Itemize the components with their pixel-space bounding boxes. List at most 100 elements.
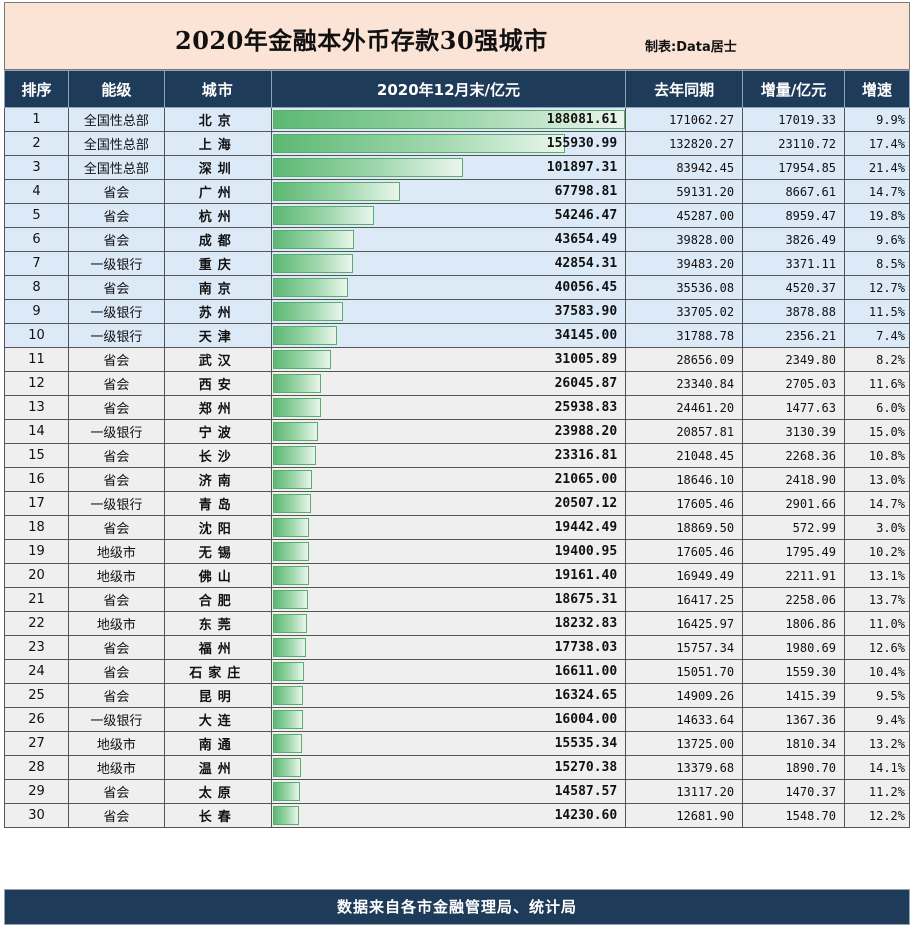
table-row: 11 省会 武汉 31005.89 28656.09 2349.80 8.2% bbox=[4, 347, 910, 372]
deposit-bar bbox=[272, 230, 355, 249]
deposit-value: 18232.83 bbox=[554, 616, 618, 631]
growth-rate-cell: 13.7% bbox=[844, 587, 910, 612]
table-row: 21 省会 合肥 18675.31 16417.25 2258.06 13.7% bbox=[4, 587, 910, 612]
increase-cell: 2901.66 bbox=[742, 491, 846, 516]
increase-cell: 1806.86 bbox=[742, 611, 846, 636]
rank-cell: 4 bbox=[4, 179, 69, 204]
city-cell: 长沙 bbox=[163, 443, 272, 468]
rank-cell: 27 bbox=[4, 731, 69, 756]
deposit-value: 31005.89 bbox=[554, 352, 618, 367]
prev-year-cell: 14909.26 bbox=[625, 683, 744, 708]
prev-year-cell: 24461.20 bbox=[625, 395, 744, 420]
header-row: 排序 能级 城市 2020年12月末/亿元 去年同期 增量/亿元 增速 bbox=[4, 70, 910, 108]
deposit-cell: 42854.31 bbox=[270, 251, 627, 276]
level-cell: 省会 bbox=[67, 683, 165, 708]
deposit-value: 23316.81 bbox=[554, 448, 618, 463]
table-row: 6 省会 成都 43654.49 39828.00 3826.49 9.6% bbox=[4, 227, 910, 252]
level-cell: 省会 bbox=[67, 347, 165, 372]
growth-rate-cell: 14.7% bbox=[844, 491, 910, 516]
deposit-cell: 16004.00 bbox=[270, 707, 627, 732]
prev-year-cell: 21048.45 bbox=[625, 443, 744, 468]
deposit-value: 18675.31 bbox=[554, 592, 618, 607]
rank-cell: 26 bbox=[4, 707, 69, 732]
level-cell: 省会 bbox=[67, 275, 165, 300]
deposit-value: 20507.12 bbox=[554, 496, 618, 511]
city-cell: 沈阳 bbox=[163, 515, 272, 540]
level-cell: 省会 bbox=[67, 587, 165, 612]
deposit-value: 26045.87 bbox=[554, 376, 618, 391]
city-cell: 昆明 bbox=[163, 683, 272, 708]
level-cell: 省会 bbox=[67, 443, 165, 468]
chart-container: 2020年金融本外币存款30强城市 制表:Data居士 排序 能级 城市 202… bbox=[4, 2, 910, 925]
increase-cell: 23110.72 bbox=[742, 131, 846, 156]
increase-cell: 3826.49 bbox=[742, 227, 846, 252]
city-cell: 南通 bbox=[163, 731, 272, 756]
prev-year-cell: 15757.34 bbox=[625, 635, 744, 660]
prev-year-cell: 14633.64 bbox=[625, 707, 744, 732]
deposit-bar bbox=[272, 518, 310, 537]
deposit-cell: 101897.31 bbox=[270, 155, 627, 180]
growth-rate-cell: 13.0% bbox=[844, 467, 910, 492]
deposit-bar bbox=[272, 638, 306, 657]
deposit-bar bbox=[272, 542, 310, 561]
table-row: 17 一级银行 青岛 20507.12 17605.46 2901.66 14.7% bbox=[4, 491, 910, 516]
prev-year-cell: 171062.27 bbox=[625, 107, 744, 132]
header-deposit: 2020年12月末/亿元 bbox=[270, 70, 627, 108]
rank-cell: 24 bbox=[4, 659, 69, 684]
deposit-bar bbox=[272, 326, 337, 345]
table-row: 7 一级银行 重庆 42854.31 39483.20 3371.11 8.5% bbox=[4, 251, 910, 276]
increase-cell: 3878.88 bbox=[742, 299, 846, 324]
increase-cell: 2356.21 bbox=[742, 323, 846, 348]
rank-cell: 16 bbox=[4, 467, 69, 492]
level-cell: 一级银行 bbox=[67, 299, 165, 324]
deposit-cell: 37583.90 bbox=[270, 299, 627, 324]
growth-rate-cell: 7.4% bbox=[844, 323, 910, 348]
prev-year-cell: 39483.20 bbox=[625, 251, 744, 276]
increase-cell: 2418.90 bbox=[742, 467, 846, 492]
deposit-cell: 25938.83 bbox=[270, 395, 627, 420]
table-row: 18 省会 沈阳 19442.49 18869.50 572.99 3.0% bbox=[4, 515, 910, 540]
deposit-cell: 188081.61 bbox=[270, 107, 627, 132]
deposit-bar bbox=[272, 806, 300, 825]
table-row: 30 省会 长春 14230.60 12681.90 1548.70 12.2% bbox=[4, 803, 910, 828]
level-cell: 全国性总部 bbox=[67, 107, 165, 132]
deposit-cell: 15535.34 bbox=[270, 731, 627, 756]
deposit-cell: 23316.81 bbox=[270, 443, 627, 468]
deposit-value: 19442.49 bbox=[554, 520, 618, 535]
growth-rate-cell: 11.6% bbox=[844, 371, 910, 396]
deposit-value: 40056.45 bbox=[554, 280, 618, 295]
level-cell: 省会 bbox=[67, 779, 165, 804]
rank-cell: 13 bbox=[4, 395, 69, 420]
growth-rate-cell: 19.8% bbox=[844, 203, 910, 228]
city-cell: 深圳 bbox=[163, 155, 272, 180]
deposit-value: 16324.65 bbox=[554, 688, 618, 703]
deposit-value: 42854.31 bbox=[554, 256, 618, 271]
deposit-bar bbox=[272, 110, 625, 129]
city-cell: 太原 bbox=[163, 779, 272, 804]
deposit-value: 16004.00 bbox=[554, 712, 618, 727]
growth-rate-cell: 10.2% bbox=[844, 539, 910, 564]
table-row: 25 省会 昆明 16324.65 14909.26 1415.39 9.5% bbox=[4, 683, 910, 708]
deposit-bar bbox=[272, 470, 313, 489]
ranking-table: 排序 能级 城市 2020年12月末/亿元 去年同期 增量/亿元 增速 1 全国性… bbox=[4, 70, 910, 828]
table-body: 1 全国性总部 北京 188081.61 171062.27 17019.33 9.9% 2 全… bbox=[4, 107, 910, 828]
table-row: 20 地级市 佛山 19161.40 16949.49 2211.91 13.1% bbox=[4, 563, 910, 588]
level-cell: 省会 bbox=[67, 467, 165, 492]
deposit-bar bbox=[272, 662, 304, 681]
growth-rate-cell: 12.7% bbox=[844, 275, 910, 300]
growth-rate-cell: 14.1% bbox=[844, 755, 910, 780]
deposit-value: 67798.81 bbox=[554, 184, 618, 199]
city-cell: 成都 bbox=[163, 227, 272, 252]
deposit-cell: 26045.87 bbox=[270, 371, 627, 396]
rank-cell: 23 bbox=[4, 635, 69, 660]
level-cell: 一级银行 bbox=[67, 707, 165, 732]
deposit-value: 17738.03 bbox=[554, 640, 618, 655]
increase-cell: 2258.06 bbox=[742, 587, 846, 612]
table-row: 23 省会 福州 17738.03 15757.34 1980.69 12.6% bbox=[4, 635, 910, 660]
table-row: 2 全国性总部 上海 155930.99 132820.27 23110.72 17.4% bbox=[4, 131, 910, 156]
level-cell: 全国性总部 bbox=[67, 155, 165, 180]
city-cell: 济南 bbox=[163, 467, 272, 492]
deposit-bar bbox=[272, 158, 464, 177]
deposit-value: 15535.34 bbox=[554, 736, 618, 751]
city-cell: 武汉 bbox=[163, 347, 272, 372]
